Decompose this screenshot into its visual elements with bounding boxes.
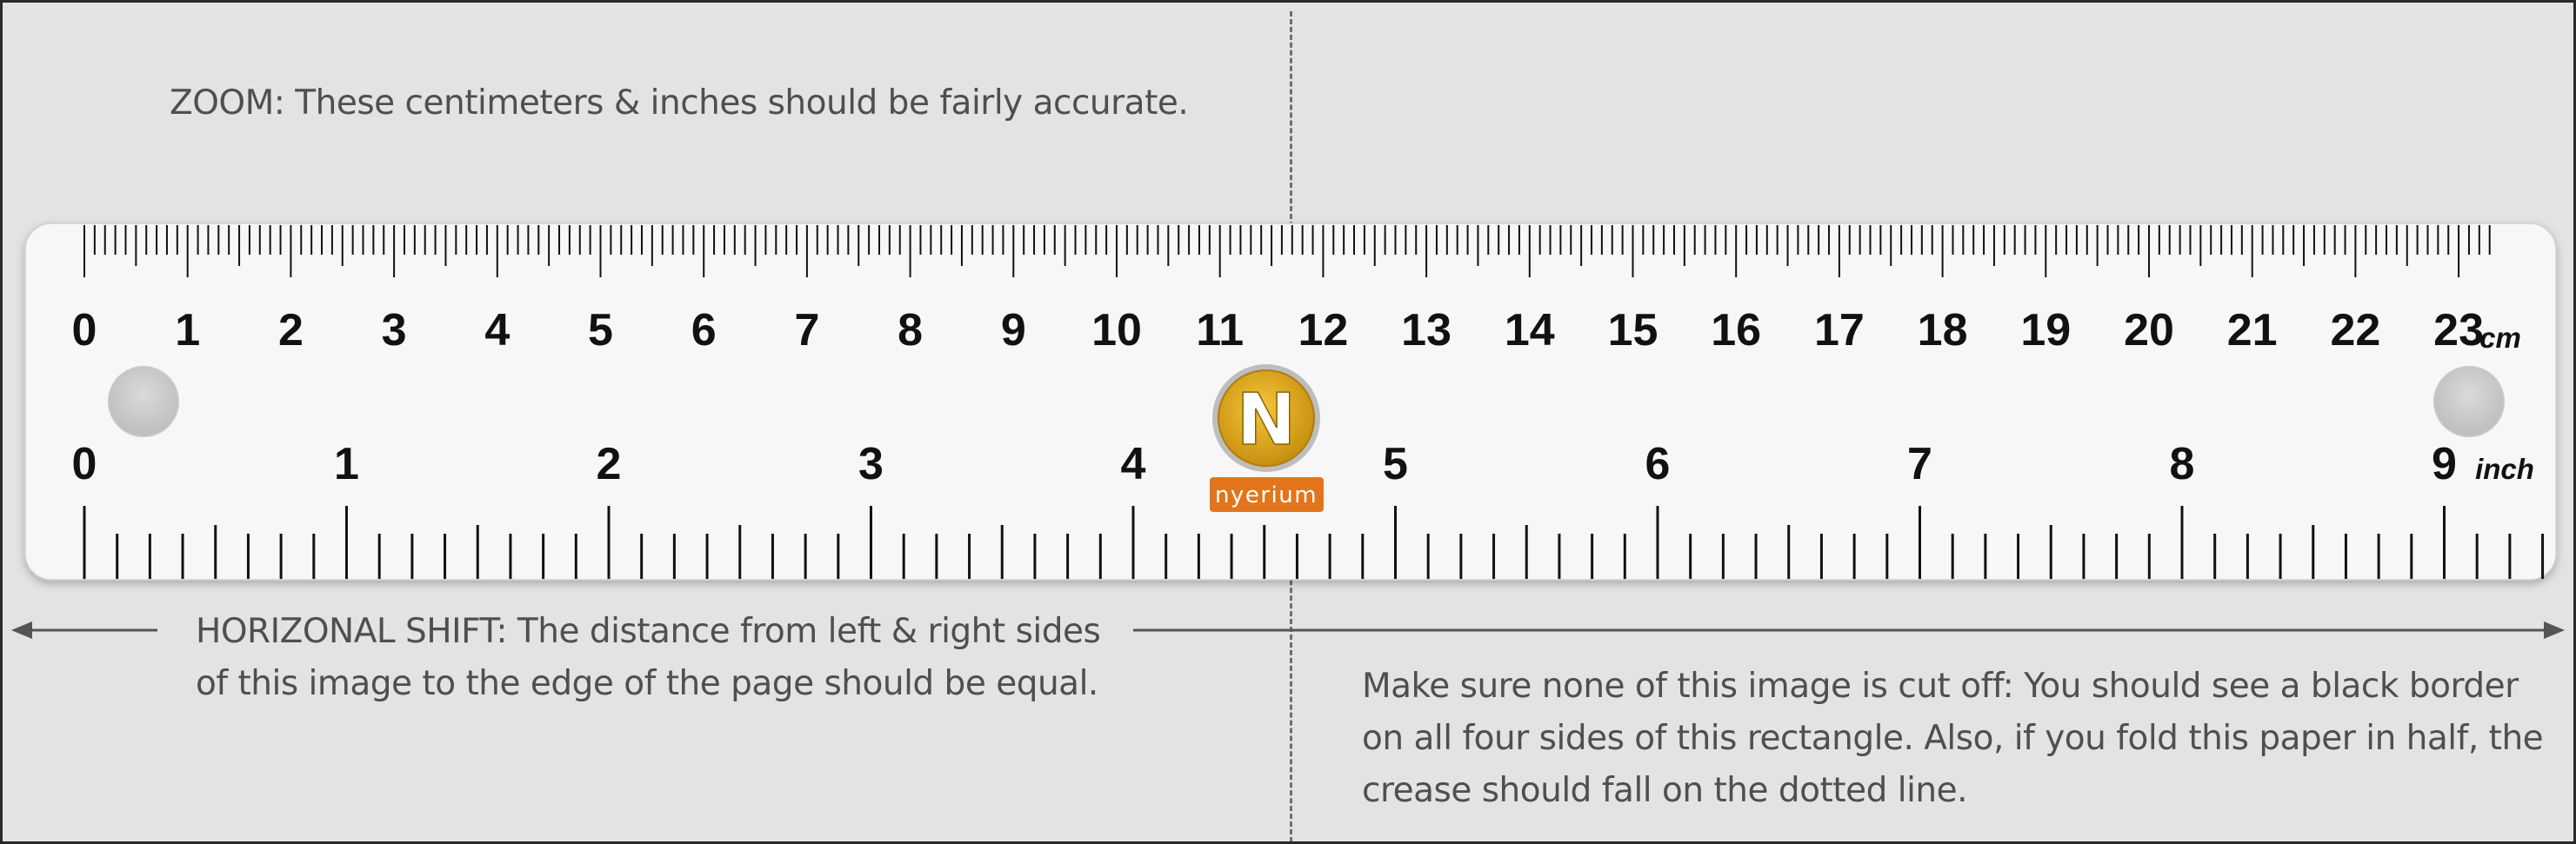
ruler-hole-left: [108, 366, 179, 437]
cm-label: 3: [382, 305, 407, 356]
inch-label: 6: [1645, 439, 1671, 489]
zoom-note: ZOOM: These centimeters & inches should …: [170, 77, 1189, 130]
cm-label: 12: [1298, 305, 1348, 356]
cm-label: 22: [2330, 305, 2380, 356]
left-arrow: [11, 621, 157, 639]
cm-label: 18: [1918, 305, 1968, 356]
cm-unit-label: cm: [2479, 322, 2521, 354]
cm-label: 10: [1091, 305, 1142, 356]
inch-label: 5: [1383, 439, 1408, 489]
fold-note: Make sure none of this image is cut off:…: [1362, 661, 2544, 817]
cm-label: 19: [2020, 305, 2071, 356]
cm-label: 6: [691, 305, 717, 356]
cm-label: 1: [175, 305, 200, 356]
ruler-graphic: 0 1 2 3 4 5 6 7 8 9 10 11 12 13 14 15 16 17 18 19 20 21 22 23 0…: [11, 223, 2565, 639]
cm-label: 0: [72, 305, 97, 356]
cm-label: 21: [2227, 305, 2278, 356]
cm-label: 14: [1505, 305, 1555, 356]
inch-label: 2: [597, 439, 622, 489]
inch-tick-scale: [83, 506, 2545, 579]
shift-note-line2: of this image to the edge of the page sh…: [196, 664, 1098, 703]
shift-note-label: HORIZONAL SHIFT:: [196, 612, 508, 651]
cm-label: 11: [1196, 305, 1244, 356]
cm-label: 8: [898, 305, 923, 356]
cm-label: 4: [484, 305, 510, 356]
inch-label: 0: [72, 439, 97, 489]
cm-label: 23: [2433, 305, 2484, 356]
fold-note-line2: on all four sides of this rectangle. Als…: [1362, 719, 2544, 758]
inch-unit-label: inch: [2475, 453, 2534, 485]
cm-label: 5: [588, 305, 613, 356]
cm-label: 16: [1711, 305, 1761, 356]
cm-label: 20: [2124, 305, 2174, 356]
cm-label: 15: [1608, 305, 1658, 356]
logo-text: nyerium: [1215, 482, 1318, 508]
zoom-note-label: ZOOM:: [170, 83, 285, 123]
cm-label-scale: 0 1 2 3 4 5 6 7 8 9 10 11 12 13 14 15 16 17 18 19 20 21 22 23: [72, 305, 2484, 356]
logo-letter-icon: N: [1237, 379, 1297, 462]
cm-label: 2: [278, 305, 304, 356]
inch-label: 9: [2432, 439, 2457, 489]
shift-line-1: HORIZONAL SHIFT: The distance from left …: [196, 606, 1101, 658]
right-arrow: [1133, 621, 2565, 639]
horizontal-shift-note: HORIZONAL SHIFT: The distance from left …: [196, 606, 1101, 710]
inch-label: 4: [1121, 439, 1146, 489]
zoom-note-text: These centimeters & inches should be fai…: [284, 83, 1189, 123]
inch-label: 7: [1907, 439, 1932, 489]
cm-label: 13: [1401, 305, 1452, 356]
cm-tick-scale: [83, 225, 2491, 277]
inch-label: 1: [334, 439, 359, 489]
logo-text-box: [1210, 477, 1324, 512]
fold-note-line3: crease should fall on the dotted line.: [1362, 771, 1968, 810]
inch-label-scale: 0 1 2 3 4 5 6 7 8 9: [72, 439, 2457, 489]
shift-note-line1: The distance from left & right sides: [507, 612, 1101, 651]
cm-label: 9: [1001, 305, 1026, 356]
cm-label: 17: [1814, 305, 1865, 356]
inch-label: 8: [2170, 439, 2195, 489]
nyerium-logo: N nyerium: [1210, 364, 1324, 512]
cm-label: 7: [794, 305, 819, 356]
ruler-hole-right: [2433, 366, 2505, 437]
fold-note-line1: Make sure none of this image is cut off:…: [1362, 667, 2519, 706]
inch-label: 3: [858, 439, 884, 489]
